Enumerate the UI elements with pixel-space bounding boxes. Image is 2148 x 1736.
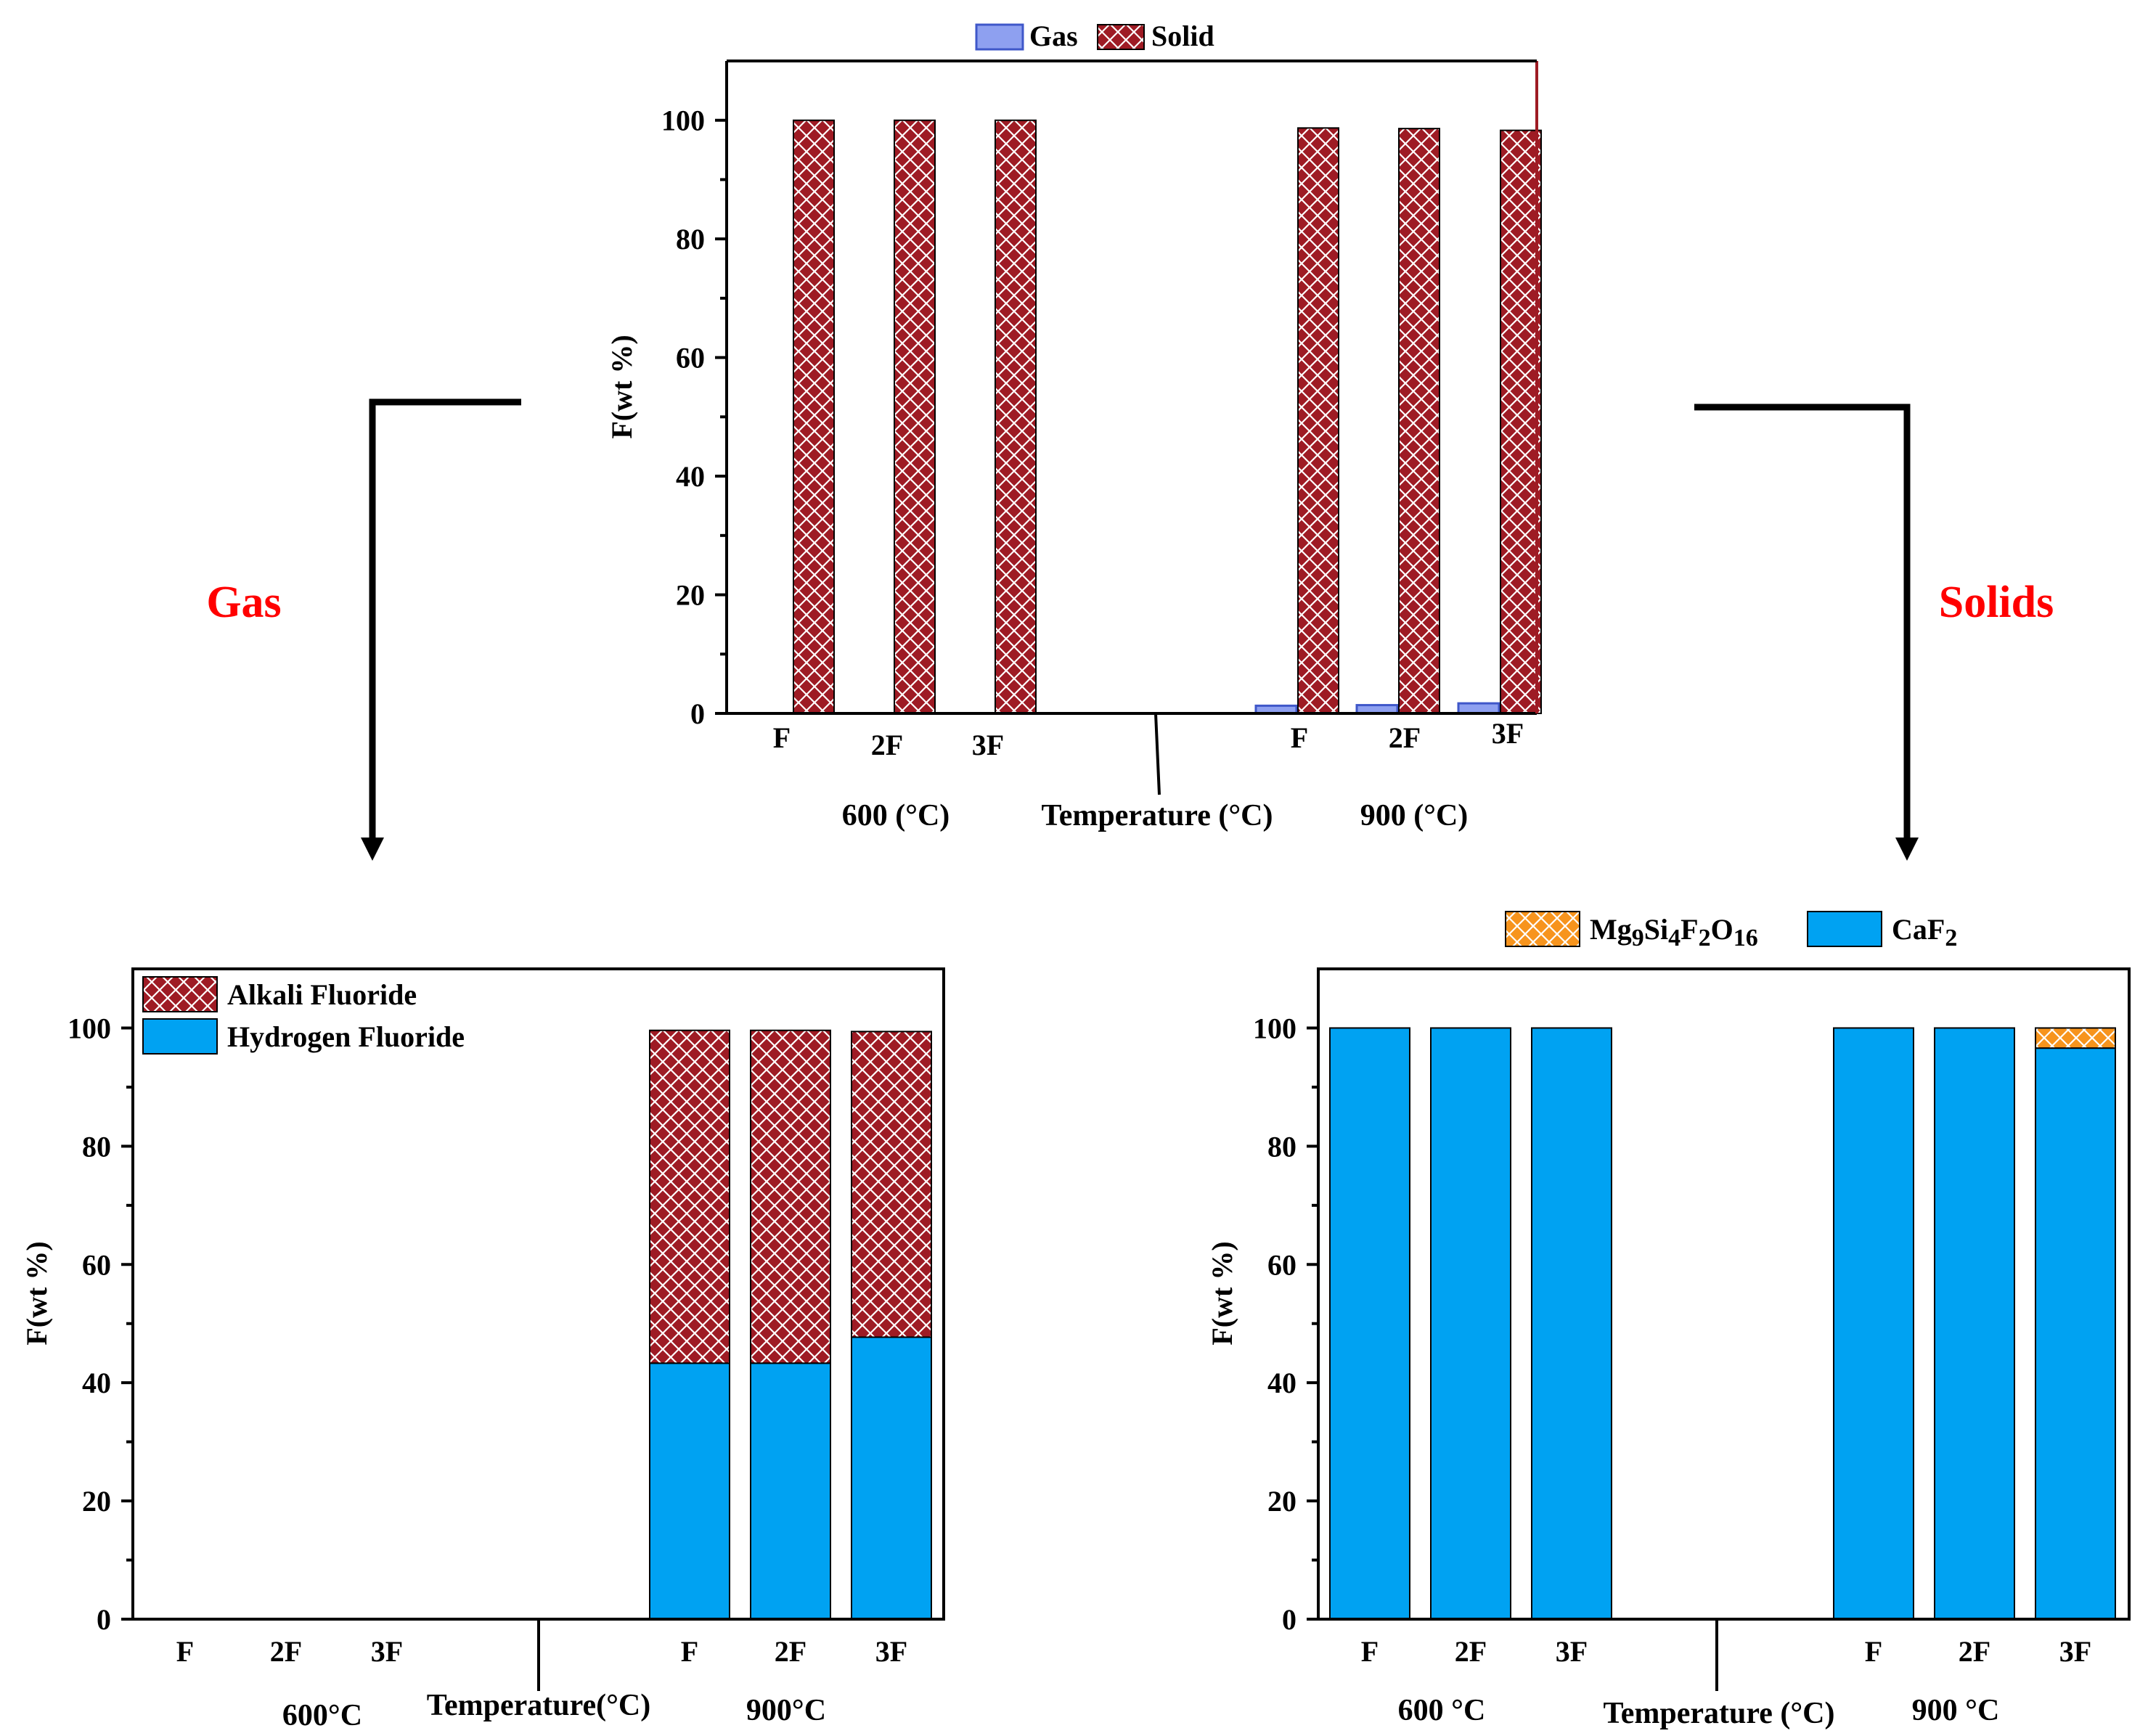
gas-ytick-label: 0 bbox=[97, 1603, 111, 1636]
gas-legend-label-hydrogen: Hydrogen Fluoride bbox=[227, 1020, 465, 1053]
gas-legend-swatch-alkali bbox=[142, 976, 218, 1012]
top-legend-label-gas: Gas bbox=[1029, 20, 1078, 52]
gas-group-label-900: 900°C bbox=[746, 1694, 826, 1727]
flow-arrow-gas bbox=[361, 398, 521, 861]
solids-ylabel: F(wt %) bbox=[1206, 1241, 1238, 1345]
gas-legend: Alkali Fluoride Hydrogen Fluoride bbox=[142, 976, 465, 1055]
solids-branch-label: Solids bbox=[1939, 578, 2054, 627]
solids-frame bbox=[1317, 967, 2131, 1621]
gas-ytick-label: 100 bbox=[68, 1012, 111, 1044]
gas-bar-hydrogen-fluoride bbox=[649, 1362, 730, 1620]
gas-group-label-600: 600°C bbox=[282, 1699, 362, 1732]
gas-ytick-label: 40 bbox=[82, 1367, 111, 1399]
top-xtick-label: 3F bbox=[972, 729, 1004, 761]
chart-gas: 0 20 40 60 80 100 F 2F 3F F 2F 3F F(wt %) 600°C Te… bbox=[20, 967, 945, 1732]
gas-ytick-label: 20 bbox=[82, 1485, 111, 1518]
gas-bar-alkali-fluoride bbox=[750, 1029, 831, 1364]
solids-xtick-label: 3F bbox=[2059, 1635, 2091, 1668]
solids-xtick-label: 3F bbox=[1556, 1635, 1588, 1668]
gas-legend-swatch-hydrogen bbox=[142, 1018, 218, 1055]
top-xtick-label: 2F bbox=[1389, 721, 1421, 754]
top-ytick-label: 80 bbox=[676, 223, 705, 255]
top-ylabel: F(wt %) bbox=[605, 335, 638, 438]
gas-xtick-label: F bbox=[681, 1635, 698, 1668]
solids-legend: Mg9Si4F2O16 CaF2 bbox=[1505, 911, 1957, 951]
solids-bar-caf2 bbox=[1934, 1027, 2015, 1621]
solids-ytick-label: 0 bbox=[1282, 1603, 1296, 1636]
gas-bar-alkali-fluoride bbox=[851, 1031, 932, 1338]
gas-ytick-label: 60 bbox=[82, 1248, 111, 1281]
solids-bar-caf2 bbox=[1329, 1027, 1410, 1621]
solids-legend-label-mg: Mg9Si4F2O16 bbox=[1590, 913, 1758, 951]
chart-solids: 0 20 40 60 80 100 F 2F 3F F 2F 3F F(wt %) 600 °C T… bbox=[1206, 911, 2131, 1730]
chart-top: 0 20 40 60 80 100 F 2F 3F F 2F 3F F(wt %) 600 (°C)… bbox=[605, 20, 1542, 832]
top-ytick-label: 0 bbox=[690, 697, 705, 730]
solids-xtick-label: F bbox=[1865, 1635, 1882, 1668]
solids-xtick-label: 2F bbox=[1455, 1635, 1487, 1668]
top-group-divider bbox=[1154, 713, 1161, 795]
solids-group-label-900: 900 °C bbox=[1912, 1694, 2000, 1727]
gas-xlabel: Temperature(°C) bbox=[427, 1689, 650, 1722]
top-bar-gas bbox=[1457, 702, 1500, 715]
top-xtick-label: F bbox=[773, 721, 791, 754]
solids-legend-swatch-caf2 bbox=[1807, 911, 1882, 947]
solids-bars bbox=[1329, 1027, 2116, 1621]
top-legend-label-solid: Solid bbox=[1151, 20, 1214, 52]
solids-xtick-label: F bbox=[1361, 1635, 1379, 1668]
top-xlabel: Temperature (°C) bbox=[1042, 799, 1273, 832]
top-ytick-label: 100 bbox=[661, 105, 705, 137]
top-bar-solid bbox=[1398, 128, 1440, 715]
solids-ytick-label: 60 bbox=[1267, 1248, 1296, 1281]
top-bars bbox=[793, 119, 1542, 715]
top-ytick-label: 60 bbox=[676, 342, 705, 374]
solids-ytick-label: 100 bbox=[1253, 1012, 1296, 1044]
gas-xtick-label: F bbox=[176, 1635, 194, 1668]
gas-bars bbox=[649, 1029, 932, 1620]
gas-xtick-label: 2F bbox=[775, 1635, 806, 1668]
gas-bar-alkali-fluoride bbox=[649, 1029, 730, 1364]
top-ytick-label: 20 bbox=[676, 579, 705, 612]
top-bar-solid bbox=[995, 119, 1037, 714]
gas-xtick-label: 2F bbox=[270, 1635, 302, 1668]
top-ytick-label: 40 bbox=[676, 460, 705, 493]
top-xtick-label: F bbox=[1291, 721, 1308, 754]
top-xtick-label: 2F bbox=[871, 729, 903, 761]
top-group-label-600: 600 (°C) bbox=[842, 799, 950, 832]
solids-legend-label-caf2: CaF2 bbox=[1892, 913, 1957, 951]
gas-legend-label-alkali: Alkali Fluoride bbox=[227, 978, 417, 1011]
solids-xlabel: Temperature (°C) bbox=[1604, 1697, 1835, 1730]
solids-bar-caf2 bbox=[1833, 1027, 1914, 1621]
solids-xtick-label: 2F bbox=[1959, 1635, 1990, 1668]
top-bar-solid bbox=[1500, 129, 1542, 714]
solids-bar-mg9si4f2o16 bbox=[2035, 1027, 2116, 1049]
top-legend-swatch-solid bbox=[1097, 24, 1145, 50]
solids-bar-caf2 bbox=[1430, 1027, 1511, 1621]
gas-branch-label: Gas bbox=[206, 578, 281, 627]
top-bar-solid bbox=[793, 119, 835, 714]
gas-xtick-label: 3F bbox=[371, 1635, 403, 1668]
gas-ylabel: F(wt %) bbox=[20, 1241, 53, 1345]
solids-ytick-label: 20 bbox=[1267, 1485, 1296, 1518]
top-bar-solid bbox=[894, 119, 936, 714]
solids-ytick-label: 80 bbox=[1267, 1130, 1296, 1163]
solids-ytick-label: 40 bbox=[1267, 1367, 1296, 1399]
solids-group-label-600: 600 °C bbox=[1398, 1694, 1486, 1727]
gas-xtick-label: 3F bbox=[875, 1635, 907, 1668]
gas-ytick-label: 80 bbox=[82, 1130, 111, 1163]
solids-bar-caf2 bbox=[2035, 1047, 2116, 1620]
top-legend-swatch-gas bbox=[975, 23, 1024, 51]
solids-bar-caf2 bbox=[1531, 1027, 1612, 1621]
gas-bar-hydrogen-fluoride bbox=[851, 1336, 932, 1620]
gas-bar-hydrogen-fluoride bbox=[750, 1362, 831, 1620]
top-legend: Gas Solid bbox=[975, 20, 1214, 52]
top-bar-solid bbox=[1297, 127, 1339, 715]
top-group-label-900: 900 (°C) bbox=[1360, 799, 1469, 832]
solids-legend-swatch-mg bbox=[1505, 911, 1580, 947]
top-xtick-label: 3F bbox=[1492, 717, 1524, 750]
flow-arrow-solids bbox=[1694, 404, 1919, 861]
